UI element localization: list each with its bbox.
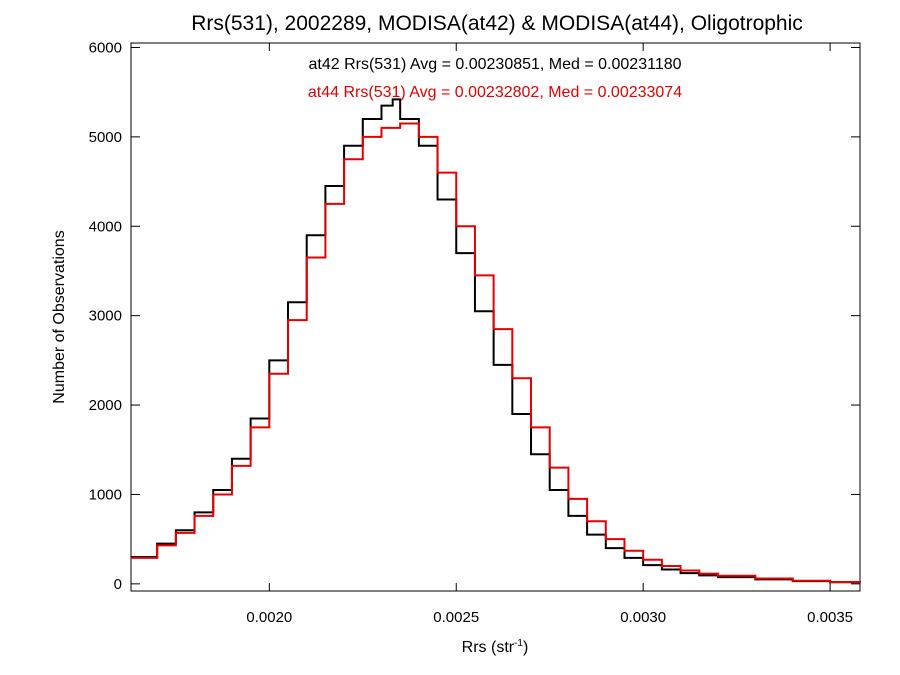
y-tick-label-0: 0 [114,576,122,593]
x-axis-label-base: Rrs (str [462,639,515,656]
series-line-0 [131,98,861,584]
series-layer [131,98,861,584]
y-tick-label-6: 6000 [89,39,122,56]
plot-frame [130,42,861,592]
chart-title: Rrs(531), 2002289, MODISA(at42) & MODISA… [191,12,803,35]
x-tick-label-1: 0.0025 [433,609,479,626]
y-tick-label-2: 2000 [89,397,122,414]
x-tick-label-3: 0.0035 [807,609,853,626]
y-tick-label-4: 4000 [89,218,122,235]
y-tick-label-1: 1000 [89,486,122,503]
axis-ticks: 0.0020 0.0025 0.0030 0.0035 0 1000 2000 3000 400… [89,39,860,626]
x-axis-label: Rrs (str-1) [462,638,529,656]
y-axis-label: Number of Observations [51,230,68,403]
y-tick-label-5: 5000 [89,129,122,146]
x-axis-label-close: ) [523,639,528,656]
x-tick-label-2: 0.0030 [620,609,666,626]
series-line-1 [131,122,861,584]
y-tick-label-3: 3000 [89,308,122,325]
x-axis-label-superscript: -1 [514,638,523,649]
x-tick-label-0: 0.0020 [246,609,292,626]
annotation-at42: at42 Rrs(531) Avg = 0.00230851, Med = 0.… [308,56,681,73]
annotation-at44: at44 Rrs(531) Avg = 0.00232802, Med = 0.… [308,84,682,101]
